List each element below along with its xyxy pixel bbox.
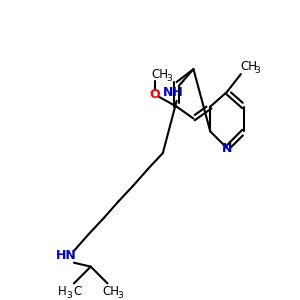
Text: NH: NH [163, 86, 184, 99]
Text: 3: 3 [118, 291, 123, 300]
Text: 3: 3 [254, 66, 260, 75]
Text: 3: 3 [166, 74, 172, 82]
Text: CH: CH [152, 68, 168, 81]
Text: H: H [58, 285, 67, 298]
Text: 3: 3 [66, 291, 72, 300]
Text: HN: HN [56, 249, 76, 262]
Text: N: N [222, 142, 232, 154]
Text: CH: CH [240, 60, 257, 73]
Text: CH: CH [102, 285, 119, 298]
Text: C: C [74, 285, 82, 298]
Text: O: O [150, 88, 160, 101]
